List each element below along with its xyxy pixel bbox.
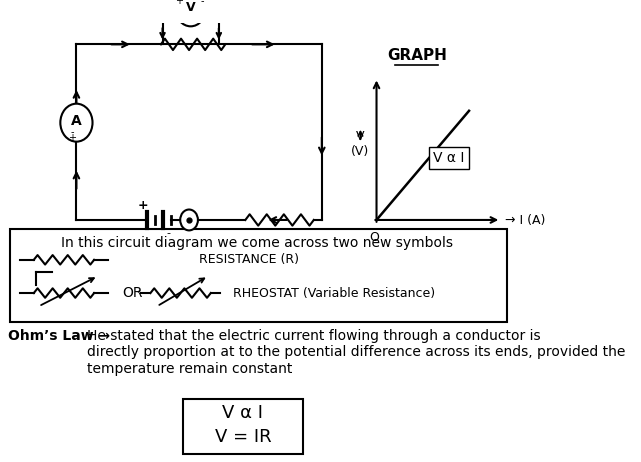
- Text: GRAPH: GRAPH: [387, 49, 447, 63]
- Text: V
(V): V (V): [351, 130, 370, 158]
- Circle shape: [60, 103, 92, 142]
- Text: +: +: [138, 199, 149, 212]
- Text: A: A: [71, 114, 82, 128]
- Text: RESISTANCE (R): RESISTANCE (R): [199, 253, 299, 266]
- Text: RHEOSTAT (Variable Resistance): RHEOSTAT (Variable Resistance): [233, 286, 435, 299]
- Text: → I (A): → I (A): [505, 214, 545, 227]
- Text: V = IR: V = IR: [215, 428, 271, 446]
- Text: In this circuit diagram we come across two new symbols: In this circuit diagram we come across t…: [62, 236, 453, 250]
- Text: OR: OR: [122, 286, 143, 300]
- Circle shape: [180, 210, 198, 231]
- Text: O: O: [369, 231, 379, 244]
- Text: V: V: [186, 1, 196, 14]
- Text: -: -: [71, 127, 74, 137]
- Bar: [183, 399, 303, 455]
- Text: V α I: V α I: [433, 151, 465, 165]
- Text: -: -: [167, 228, 171, 238]
- Text: Ohm’s Law →: Ohm’s Law →: [8, 329, 110, 343]
- Bar: [10, 229, 507, 322]
- Text: V α I: V α I: [222, 404, 263, 422]
- Text: +: +: [174, 0, 183, 6]
- Circle shape: [176, 0, 206, 26]
- Text: -: -: [201, 0, 204, 6]
- Text: He stated that the electric current flowing through a conductor is
directly prop: He stated that the electric current flow…: [87, 329, 625, 376]
- Text: +: +: [69, 133, 76, 143]
